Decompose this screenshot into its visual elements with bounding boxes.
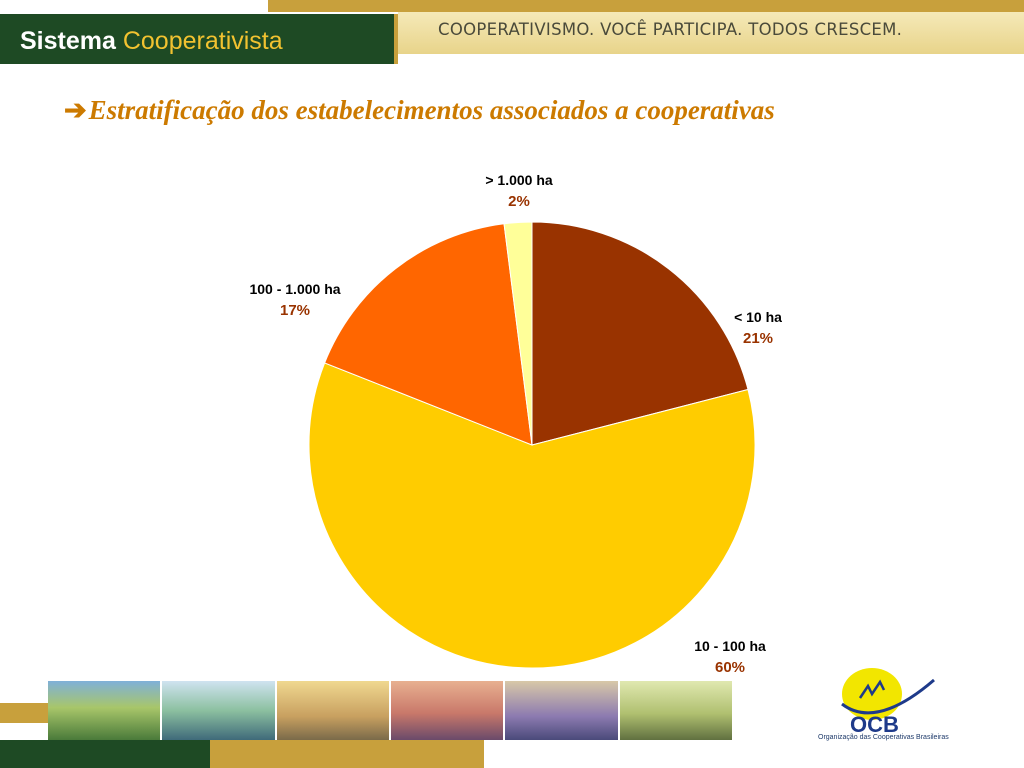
mural-panel <box>276 681 391 740</box>
brand-box <box>0 14 398 64</box>
footer-green-block <box>0 740 210 768</box>
gold-band <box>268 0 1024 12</box>
pie-slice-percent: 2% <box>508 193 530 210</box>
pie-slice-category: 10 - 100 ha <box>694 638 766 654</box>
slide-title: ➔Estratificação dos estabelecimentos ass… <box>64 95 775 126</box>
pie-slice-category: 100 - 1.000 ha <box>249 281 341 297</box>
mural-panel <box>390 681 506 740</box>
pie-slice-label: > 1.000 ha 2% <box>485 169 552 213</box>
pie-slice <box>531 221 749 446</box>
footer-gold-strip <box>210 740 484 768</box>
logo-subtitle: Organização das Cooperativas Brasileiras <box>818 734 949 741</box>
mural-panel <box>619 681 734 740</box>
logo-text: OCB <box>850 712 899 737</box>
pie-slice-category: < 10 ha <box>734 309 782 325</box>
pie-slice-percent: 17% <box>279 302 311 319</box>
brand-title: Sistema Cooperativista <box>20 27 283 56</box>
slide-title-text: Estratificação dos estabelecimentos asso… <box>88 95 775 125</box>
pie-slice <box>324 223 533 446</box>
pie-slice-label: 100 - 1.000 ha 17% <box>249 278 340 322</box>
pie-slice-label: < 10 ha 21% <box>734 306 782 350</box>
pie-slice-category: > 1.000 ha <box>485 172 553 188</box>
tagline-band <box>398 12 1024 54</box>
arrow-icon: ➔ <box>64 95 87 125</box>
pie-slice-label: 10 - 100 ha 60% <box>694 635 766 679</box>
pie-slice-percent: 60% <box>714 659 746 676</box>
footer-gold-block <box>0 703 48 723</box>
footer-mural <box>48 681 734 740</box>
mural-panel <box>505 681 620 740</box>
pie-slice <box>503 221 533 446</box>
brand-bold: Sistema <box>20 27 116 55</box>
header-tagline: COOPERATIVISMO. VOCÊ PARTICIPA. TODOS CR… <box>438 20 903 39</box>
pie-slice-percent: 21% <box>742 330 774 347</box>
mural-panel <box>162 681 277 740</box>
mural-panel <box>48 681 163 740</box>
brand-light: Cooperativista <box>122 27 283 55</box>
pie-slice <box>308 362 756 669</box>
ocb-logo: OCB <box>841 668 935 737</box>
